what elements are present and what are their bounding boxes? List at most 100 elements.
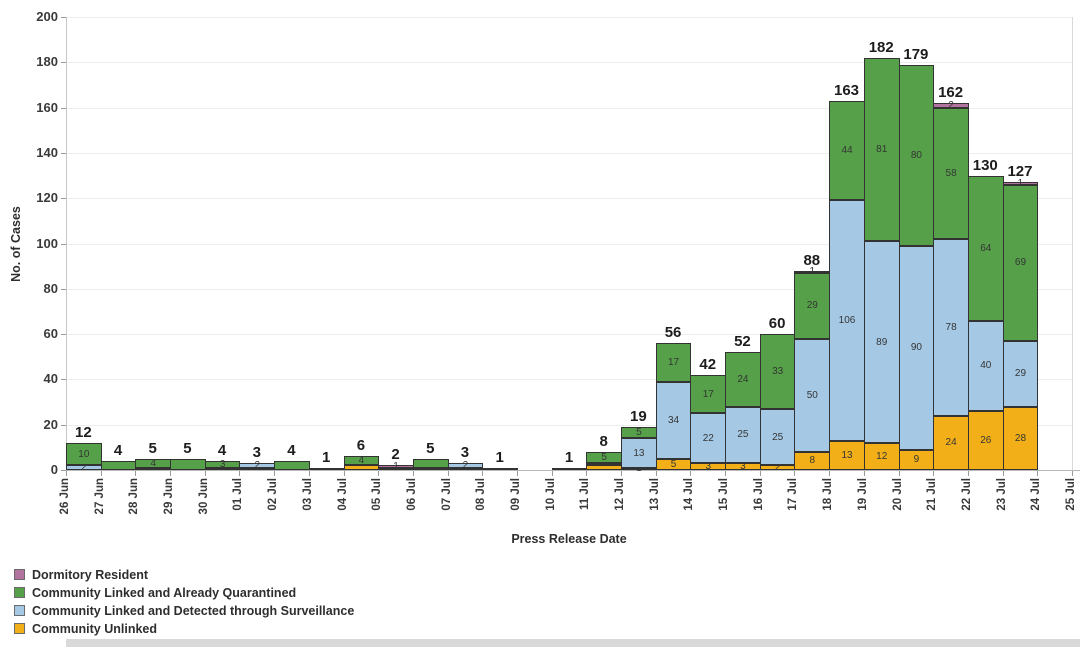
bar-total-label: 4 xyxy=(113,441,123,459)
y-axis-line xyxy=(66,17,67,470)
bar-segment-quarantined[interactable] xyxy=(66,442,102,466)
y-tick-label: 0 xyxy=(50,462,58,477)
y-tick-label: 180 xyxy=(36,54,58,70)
bar-segment-unlinked[interactable] xyxy=(447,467,484,470)
x-tick-mark xyxy=(66,471,67,476)
bar-segment-dormitory[interactable] xyxy=(933,103,969,108)
bar-segment-unlinked[interactable] xyxy=(343,465,380,470)
bar-total-label: 182 xyxy=(868,38,894,56)
bar-segment-dormitory[interactable] xyxy=(378,465,414,468)
bar-segment-dormitory[interactable] xyxy=(794,270,831,273)
bar-segment-quarantined[interactable] xyxy=(274,460,310,470)
bar-segment-surveillance[interactable] xyxy=(933,238,969,416)
bar-segment-quarantined[interactable] xyxy=(135,458,172,468)
bar-segment-surveillance[interactable] xyxy=(412,467,449,470)
x-tick-label: 03 Jul xyxy=(301,478,314,511)
x-tick-mark xyxy=(482,471,484,476)
bar-segment-surveillance[interactable] xyxy=(621,438,657,468)
bar-segment-surveillance[interactable] xyxy=(239,463,276,468)
bar-total-label: 1 xyxy=(495,448,504,466)
bar-segment-unlinked[interactable] xyxy=(794,451,831,470)
x-tick-mark xyxy=(794,471,796,476)
bar-segment-quarantined[interactable] xyxy=(1002,184,1039,341)
x-tick-mark xyxy=(551,471,553,476)
bar-segment-unlinked[interactable] xyxy=(967,411,1004,470)
bar-segment-quarantined[interactable] xyxy=(170,458,206,470)
bar-total-label: 130 xyxy=(972,156,998,174)
bar-segment-surveillance[interactable] xyxy=(898,245,935,450)
bar-segment-unlinked[interactable] xyxy=(829,440,865,470)
x-tick-mark xyxy=(759,471,761,476)
bar-segment-unlinked[interactable] xyxy=(898,449,935,470)
bar-segment-surveillance[interactable] xyxy=(655,381,692,459)
bar-segment-unlinked[interactable] xyxy=(621,467,657,470)
bar-segment-unlinked[interactable] xyxy=(690,463,727,470)
bar-segment-surveillance[interactable] xyxy=(829,200,865,441)
bar-total-label: 6 xyxy=(356,437,366,455)
y-tick-label: 20 xyxy=(43,416,58,432)
y-tick-mark xyxy=(61,107,66,109)
bar-segment-quarantined[interactable] xyxy=(204,460,241,468)
bar-segment-surveillance[interactable] xyxy=(863,241,900,443)
bar-segment-surveillance[interactable] xyxy=(447,463,484,468)
bar-segment-unlinked[interactable] xyxy=(725,463,761,470)
y-tick-label: 40 xyxy=(43,371,58,387)
bar-segment-unlinked[interactable] xyxy=(655,458,692,470)
x-tick-label: 26 Jun xyxy=(59,478,71,515)
legend-item-dormitory[interactable]: Dormitory Resident xyxy=(14,566,354,583)
bar-segment-unlinked[interactable] xyxy=(378,467,414,470)
bar-segment-surveillance[interactable] xyxy=(135,467,172,470)
bar-segment-surveillance[interactable] xyxy=(690,413,727,464)
bar-segment-quarantined[interactable] xyxy=(794,272,831,339)
bar-segment-unlinked[interactable] xyxy=(759,465,796,470)
bar-segment-surveillance[interactable] xyxy=(725,406,761,464)
bar-segment-quarantined[interactable] xyxy=(725,352,761,407)
bar-segment-quarantined[interactable] xyxy=(655,343,692,382)
bar-segment-quarantined[interactable] xyxy=(829,100,865,201)
bar-segment-quarantined[interactable] xyxy=(759,334,796,409)
bar-total-label: 5 xyxy=(183,439,192,457)
legend-item-unlinked[interactable]: Community Unlinked xyxy=(14,620,354,637)
legend-item-surveillance[interactable]: Community Linked and Detected through Su… xyxy=(14,602,354,619)
bar-segment-quarantined[interactable] xyxy=(690,374,727,414)
bar-segment-dormitory[interactable] xyxy=(1002,182,1039,185)
bar-segment-quarantined[interactable] xyxy=(100,460,137,470)
bottom-strip xyxy=(66,639,1080,647)
legend-item-quarantined[interactable]: Community Linked and Already Quarantined xyxy=(14,584,354,601)
bar-segment-quarantined[interactable] xyxy=(412,458,449,468)
y-tick-label: 140 xyxy=(36,144,58,160)
bar-segment-unlinked[interactable] xyxy=(239,467,276,470)
bar-segment-unlinked[interactable] xyxy=(551,467,588,470)
x-tick-label: 01 Jul xyxy=(232,478,245,511)
bar-segment-unlinked[interactable] xyxy=(863,442,900,470)
bar-total-label: 1 xyxy=(322,448,331,466)
legend-swatch-dormitory xyxy=(14,569,25,580)
bar-segment-quarantined[interactable] xyxy=(621,426,657,439)
bar-segment-unlinked[interactable] xyxy=(586,465,623,470)
bar-segment-unlinked[interactable] xyxy=(308,467,345,470)
bar-segment-quarantined[interactable] xyxy=(863,57,900,242)
y-tick-mark xyxy=(61,243,66,245)
y-tick-mark xyxy=(61,334,66,336)
bar-segment-surveillance[interactable] xyxy=(586,463,623,466)
bar-segment-unlinked[interactable] xyxy=(933,415,969,470)
bar-segment-unlinked[interactable] xyxy=(482,467,518,470)
x-tick-label: 23 Jul xyxy=(995,478,1008,511)
x-tick-label: 21 Jul xyxy=(926,478,939,511)
bar-segment-unlinked[interactable] xyxy=(1002,406,1039,470)
bar-segment-surveillance[interactable] xyxy=(1002,340,1039,407)
bar-segment-quarantined[interactable] xyxy=(967,175,1004,321)
x-tick-mark xyxy=(135,471,137,476)
x-axis-title: Press Release Date xyxy=(511,532,627,546)
bar-segment-surveillance[interactable] xyxy=(204,467,241,470)
bar-segment-surveillance[interactable] xyxy=(794,338,831,452)
bar-segment-quarantined[interactable] xyxy=(586,451,623,464)
bar-segment-surveillance[interactable] xyxy=(967,320,1004,412)
bar-segment-quarantined[interactable] xyxy=(933,107,969,239)
x-tick-label: 04 Jul xyxy=(336,478,349,511)
bar-segment-surveillance[interactable] xyxy=(759,408,796,466)
x-tick-mark xyxy=(412,471,414,476)
x-tick-label: 17 Jul xyxy=(787,478,800,511)
bar-segment-surveillance[interactable] xyxy=(66,465,102,470)
bar-segment-quarantined[interactable] xyxy=(343,456,380,466)
